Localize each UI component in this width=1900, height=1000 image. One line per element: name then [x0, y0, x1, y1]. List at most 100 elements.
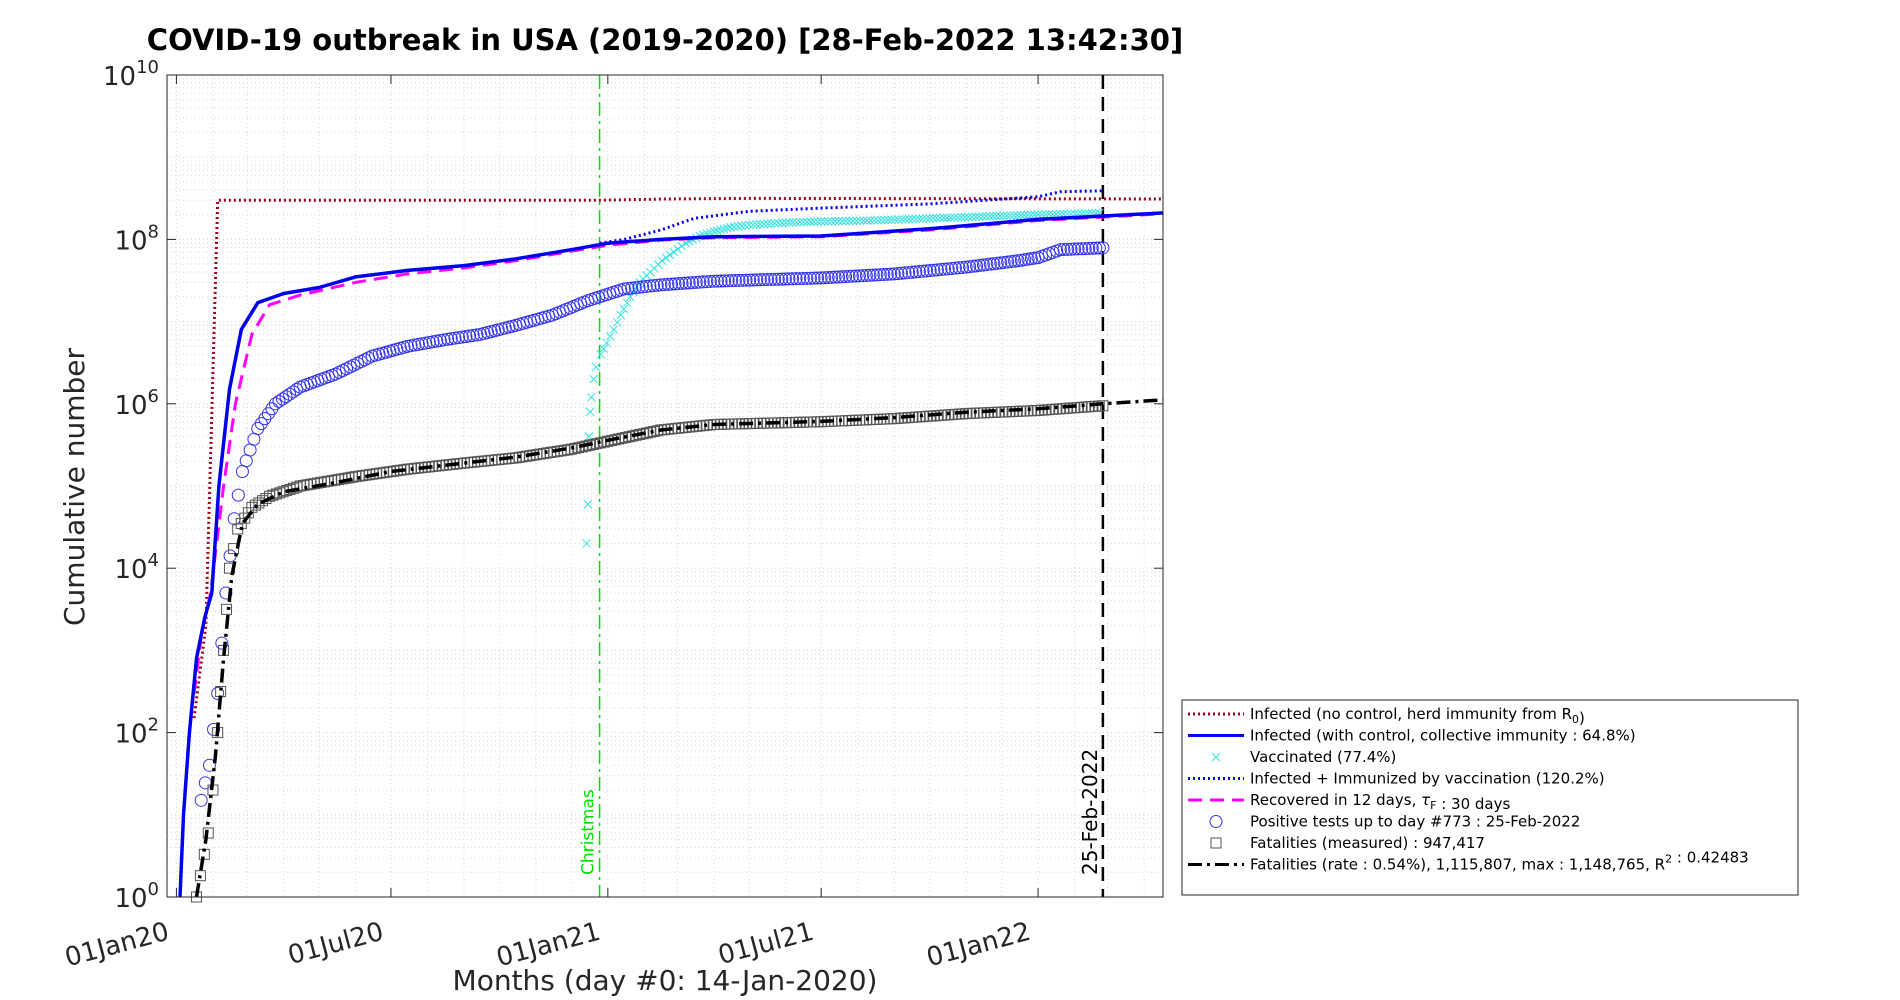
data-point	[625, 281, 639, 295]
data-point	[845, 216, 854, 226]
series-line	[194, 398, 1164, 898]
data-point	[781, 218, 791, 227]
data-point	[602, 435, 614, 447]
data-point	[777, 218, 787, 228]
data-point	[268, 397, 282, 411]
data-point	[1053, 243, 1067, 257]
data-point	[1009, 211, 1019, 220]
data-point	[686, 276, 700, 290]
data-point	[605, 331, 615, 341]
x-axis-label: Months (day #0: 14-Jan-2020)	[453, 964, 878, 997]
data-point	[828, 270, 842, 284]
data-point	[813, 217, 822, 226]
data-point	[1030, 210, 1039, 220]
vline-label: Christmas	[579, 789, 599, 875]
data-point	[682, 276, 696, 290]
data-point	[1061, 242, 1075, 256]
data-point	[770, 218, 780, 228]
data-point	[591, 362, 601, 372]
data-point	[948, 261, 962, 275]
data-point	[290, 382, 304, 396]
data-point	[693, 275, 707, 289]
data-point	[866, 268, 880, 282]
data-point	[855, 216, 865, 226]
data-point	[964, 212, 973, 222]
data-point	[215, 636, 229, 650]
data-point	[722, 223, 732, 233]
data-point	[612, 317, 622, 327]
data-point	[774, 218, 783, 228]
data-point	[891, 267, 905, 281]
data-point	[834, 216, 844, 226]
y-tick-label: 106	[114, 386, 159, 421]
data-point	[784, 218, 794, 227]
data-point	[802, 217, 812, 227]
data-point	[211, 686, 225, 700]
data-point	[807, 271, 821, 285]
data-point	[818, 271, 832, 285]
data-point	[927, 263, 941, 277]
series-0	[192, 196, 1164, 719]
data-point	[921, 214, 931, 223]
data-point	[990, 256, 1004, 270]
data-point	[764, 272, 778, 286]
data-point	[862, 216, 872, 225]
series-line	[192, 212, 1164, 694]
x-tick-label: 01Jan22	[923, 917, 1033, 973]
legend-box	[1181, 699, 1799, 896]
data-point	[793, 272, 807, 286]
data-point	[703, 274, 717, 288]
data-point	[617, 282, 631, 296]
data-point	[768, 272, 782, 286]
series-4	[192, 212, 1164, 694]
data-point	[974, 212, 984, 221]
data-point	[621, 281, 635, 295]
data-point	[1002, 211, 1012, 221]
data-point	[821, 271, 835, 285]
data-point	[786, 272, 800, 286]
data-point	[1057, 243, 1071, 257]
data-point	[914, 214, 924, 224]
data-point	[956, 260, 970, 274]
data-point	[938, 262, 952, 276]
data-point	[869, 216, 879, 225]
data-point	[744, 220, 754, 230]
data-point	[709, 227, 719, 236]
data-point	[1016, 210, 1026, 220]
data-point	[942, 213, 952, 223]
legend-label: Vaccinated (77.4%)	[1250, 748, 1396, 766]
data-point	[960, 212, 970, 222]
data-point	[207, 722, 221, 736]
data-point	[901, 214, 910, 224]
data-point	[950, 213, 959, 222]
data-point	[616, 310, 626, 320]
data-point	[664, 277, 678, 291]
data-point	[823, 217, 833, 226]
data-point	[894, 215, 903, 224]
data-point	[746, 273, 760, 287]
data-point	[925, 214, 934, 223]
data-point	[759, 219, 769, 229]
data-point	[930, 263, 944, 277]
data-point	[1037, 210, 1047, 219]
data-point	[994, 256, 1008, 270]
data-point	[276, 392, 290, 406]
data-point	[463, 329, 477, 343]
data-point	[716, 225, 725, 235]
data-point	[939, 213, 949, 223]
legend: Infected (no control, herd immunity from…	[1181, 699, 1799, 896]
data-point	[661, 277, 675, 291]
data-point	[755, 219, 765, 229]
data-point	[985, 211, 994, 221]
data-point	[654, 278, 668, 292]
data-point	[736, 273, 750, 287]
data-point	[595, 437, 607, 449]
data-point	[661, 253, 671, 263]
data-point	[909, 265, 923, 279]
data-point	[286, 385, 300, 399]
data-point	[852, 269, 866, 283]
series-5	[194, 241, 1110, 807]
data-point	[448, 331, 462, 345]
data-point	[632, 280, 646, 294]
data-point	[763, 219, 772, 229]
